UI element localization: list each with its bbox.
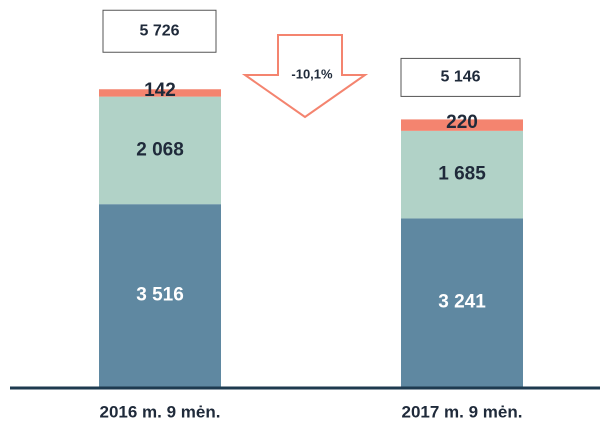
value-label: 3 516 xyxy=(136,285,184,306)
total-box xyxy=(400,57,521,97)
total-label: 5 146 xyxy=(440,69,480,86)
total-label: 5 726 xyxy=(139,22,179,39)
value-label: 1 685 xyxy=(438,164,486,185)
bar-segment xyxy=(401,130,523,219)
bar-segment xyxy=(99,89,221,97)
bar-segment xyxy=(99,96,221,205)
change-arrow xyxy=(241,34,369,119)
x-tick-label: 2016 m. 9 mėn. xyxy=(100,402,221,421)
bar-segment xyxy=(401,119,523,131)
value-label: 2 068 xyxy=(136,139,184,160)
bar-segment xyxy=(401,218,523,387)
total-box xyxy=(102,9,217,53)
value-label: 220 xyxy=(446,112,478,133)
value-label: 3 241 xyxy=(438,292,486,313)
change-annotation: -10,1% xyxy=(291,66,333,81)
bar-segment xyxy=(99,204,221,387)
x-tick-label: 2017 m. 9 mėn. xyxy=(402,402,523,421)
value-label: 142 xyxy=(144,80,176,101)
